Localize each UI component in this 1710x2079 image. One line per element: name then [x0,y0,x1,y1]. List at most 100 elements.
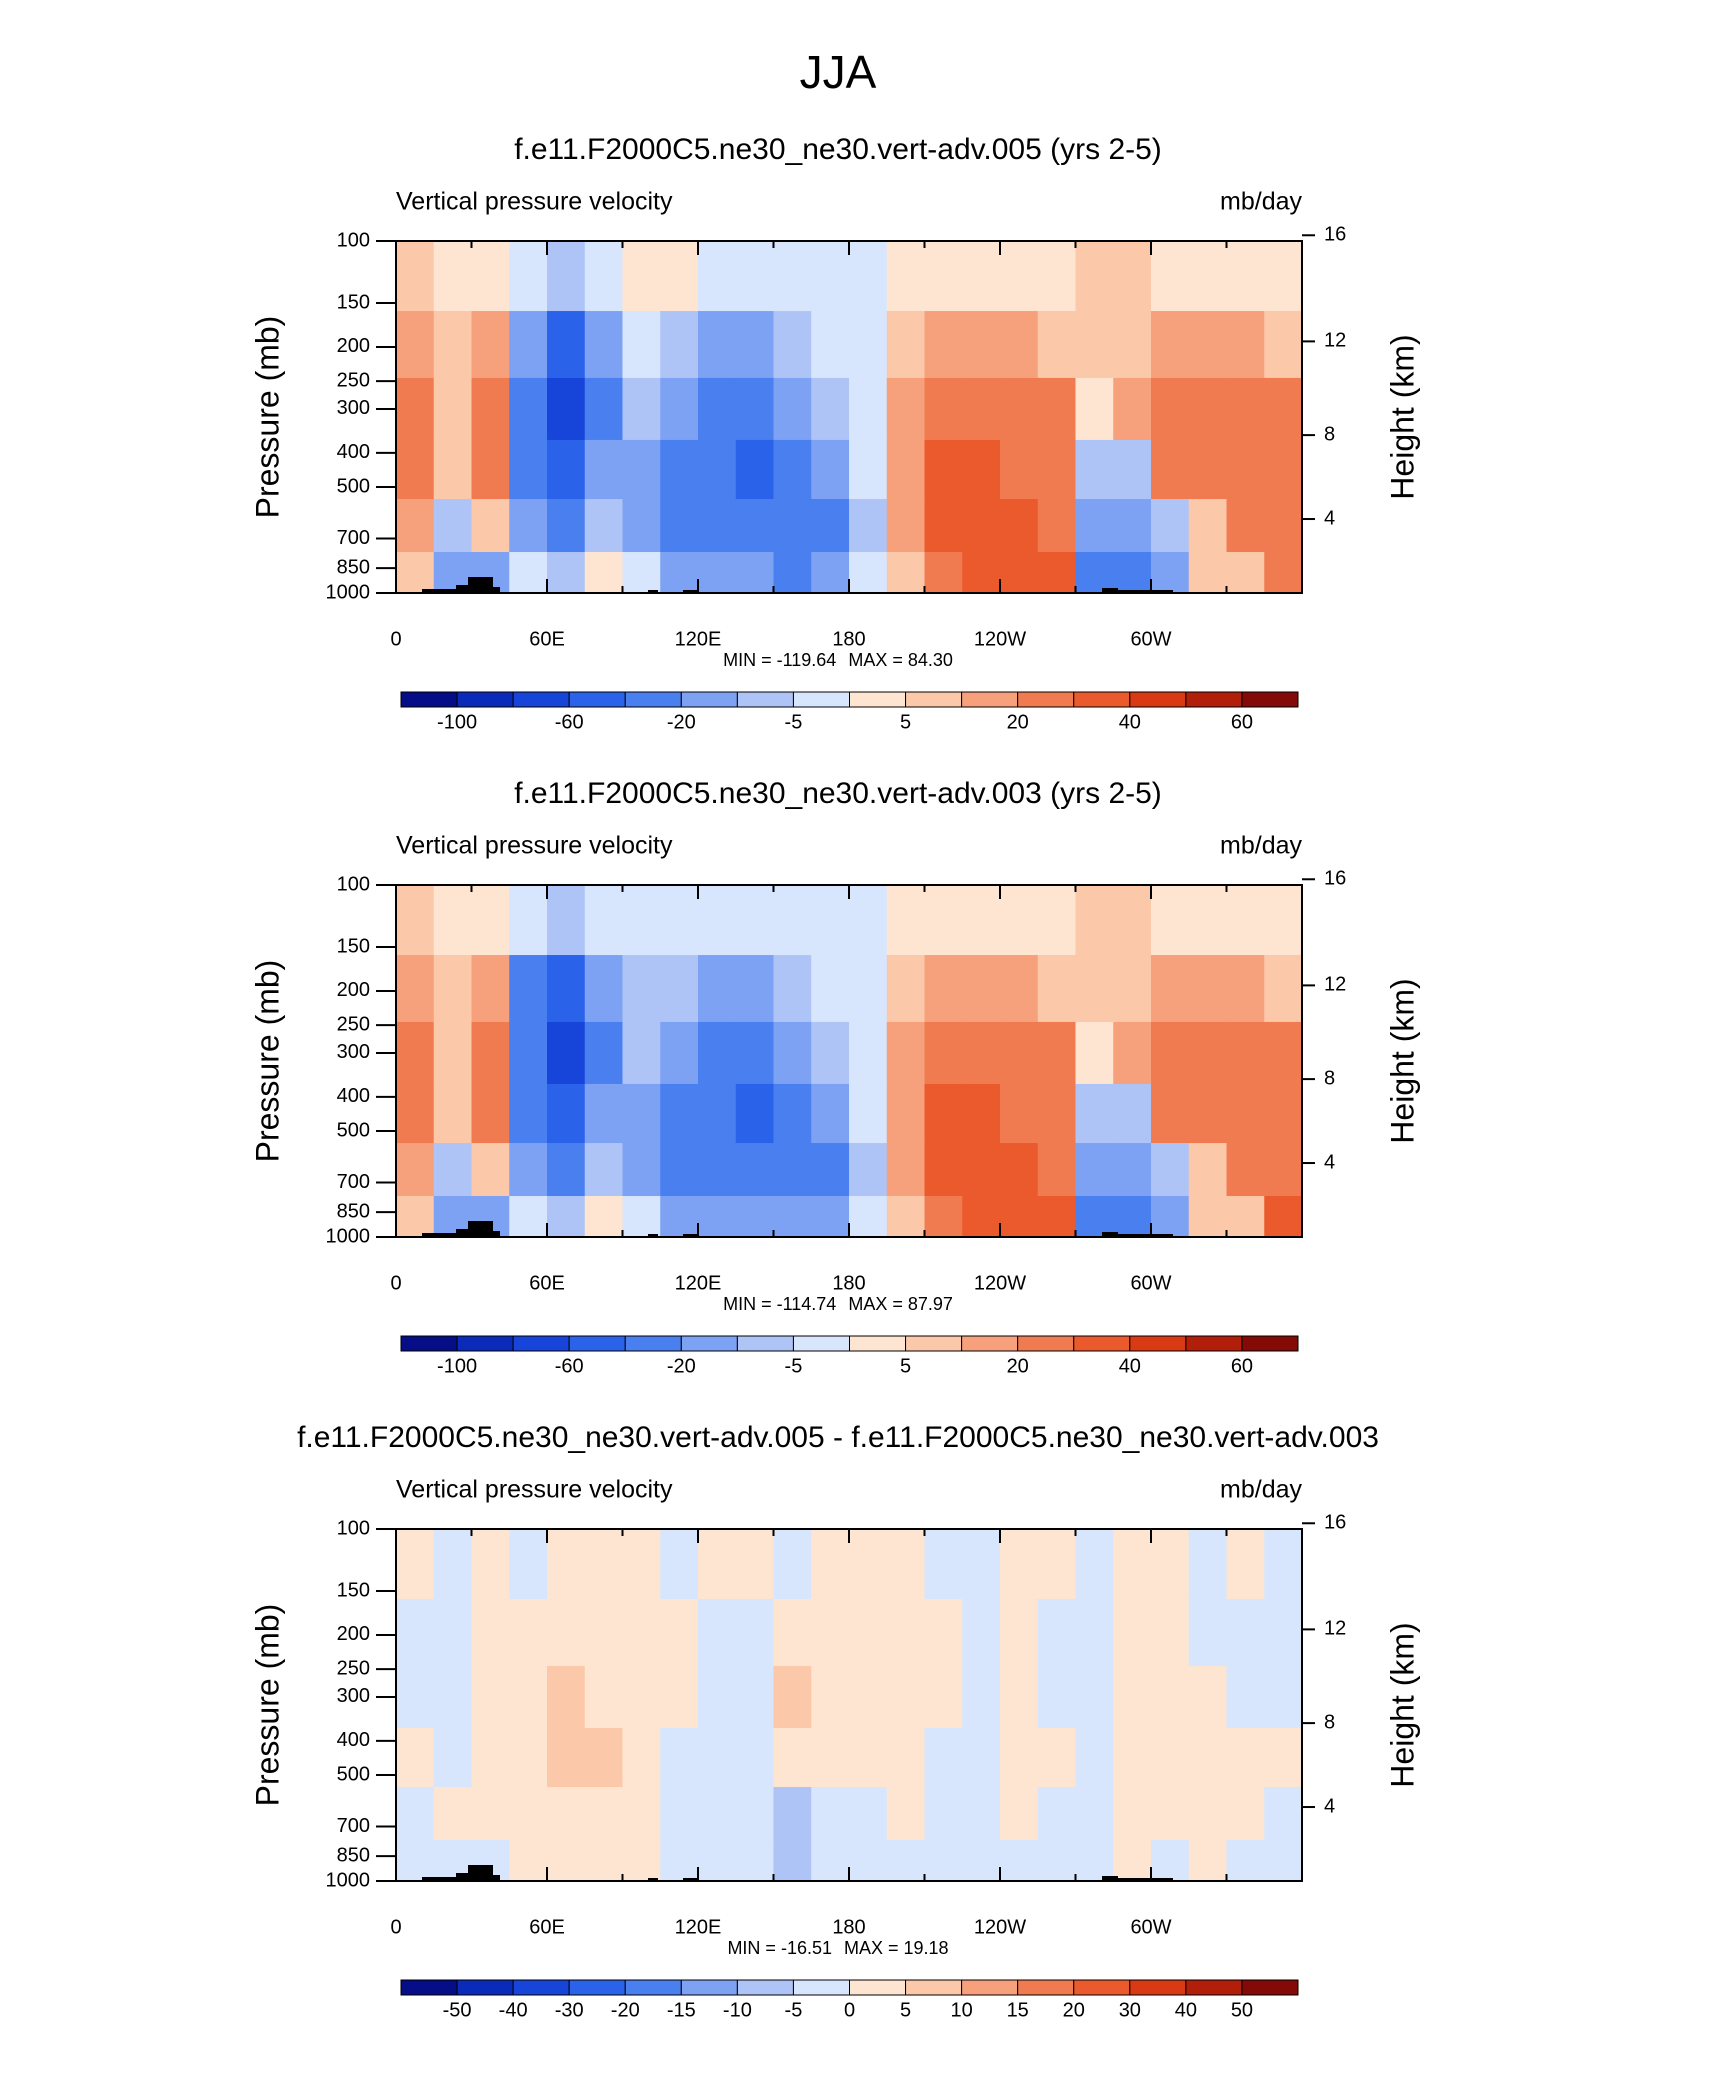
cell [811,377,850,441]
cell [433,439,473,500]
cell [1264,552,1303,594]
max-label: MAX = 87.97 [848,1294,953,1314]
y-tick-label: 250 [337,1013,370,1035]
cell [433,955,473,1023]
colorbar-swatch [568,1335,626,1352]
cell [1188,552,1228,594]
colorbar-swatch [792,1979,850,1996]
cell [1113,1021,1152,1085]
cell [471,1143,510,1197]
cell [1037,1599,1077,1667]
cell [1000,311,1039,379]
cell [433,1787,473,1841]
colorbar-swatch [792,1335,850,1352]
colorbar-label: 10 [951,1999,973,2021]
cell [622,1665,661,1729]
cell [1037,311,1077,379]
cell [660,377,699,441]
cell [471,439,510,500]
colorbar-label: 5 [900,711,911,733]
colorbar-swatch [961,691,1019,708]
cell [1113,1083,1152,1144]
cell [1151,439,1190,500]
cell [1037,885,1077,956]
cell [698,499,737,553]
cell [1226,1083,1265,1144]
x-tick-label: 120W [974,628,1026,650]
min-label: MIN = -16.51 [727,1938,832,1958]
min-max: MIN = -16.51 MAX = 19.18 [727,1938,948,1958]
cell [1000,1529,1039,1600]
cell [1075,1599,1114,1667]
colorbar-swatch [400,1335,458,1352]
colorbar-label: 50 [1231,1999,1253,2021]
cell [1113,1599,1152,1667]
colorbar-label: 5 [900,1355,911,1377]
cell [1075,1787,1114,1841]
cell [811,439,850,500]
cell [433,311,473,379]
cell [622,499,661,553]
cell [924,1529,963,1600]
cell [886,1143,926,1197]
cell [811,1727,850,1788]
cell [1151,955,1190,1023]
cell [660,885,699,956]
cell [811,1665,850,1729]
cell [509,377,548,441]
cell [1113,1840,1152,1882]
cell [1226,1599,1265,1667]
cell [773,1665,812,1729]
colorbar-swatch [1017,691,1075,708]
cell [471,1529,510,1600]
cell [1151,1021,1190,1085]
cell [396,1665,435,1729]
colorbar-swatch [400,691,458,708]
colorbar-swatch [1129,1979,1187,1996]
cell [1000,1599,1039,1667]
colorbar-label: -30 [555,1999,584,2021]
cell [471,241,510,312]
y-tick-label: 850 [337,556,370,578]
cell [1113,1727,1152,1788]
cell [1000,955,1039,1023]
cell [1113,1196,1152,1238]
colorbar-label: -50 [443,1999,472,2021]
cell [886,1529,926,1600]
cell [1264,377,1303,441]
y-tick-label: 150 [337,1579,370,1601]
max-label: MAX = 84.30 [848,650,953,670]
cell [735,1840,775,1882]
cell [396,1143,435,1197]
cell [1075,499,1114,553]
cell [547,439,586,500]
cell [1264,439,1303,500]
y-tick-label: 200 [337,1623,370,1645]
y-tick-label: 200 [337,979,370,1001]
cell [811,499,850,553]
colorbar-label: -5 [785,1999,803,2021]
cell [433,1021,473,1085]
cell [735,1727,775,1788]
cell [849,439,888,500]
cell [509,885,548,956]
colorbar-swatch [512,1979,570,1996]
cell [622,1787,661,1841]
cell [773,439,812,500]
colorbar-label: -15 [667,1999,696,2021]
colorbar-swatch [1073,691,1131,708]
cell [1075,439,1114,500]
cell [1264,499,1303,553]
cell [622,1196,661,1238]
y-tick-label: 200 [337,335,370,357]
cell [509,241,548,312]
cell [1226,1021,1265,1085]
cell [471,1787,510,1841]
y-tick-label: 1000 [326,1869,371,1891]
cell [849,1840,888,1882]
cell [924,439,963,500]
cell [660,1840,699,1882]
colorbar-swatch [736,691,794,708]
y-tick-label: 500 [337,1119,370,1141]
